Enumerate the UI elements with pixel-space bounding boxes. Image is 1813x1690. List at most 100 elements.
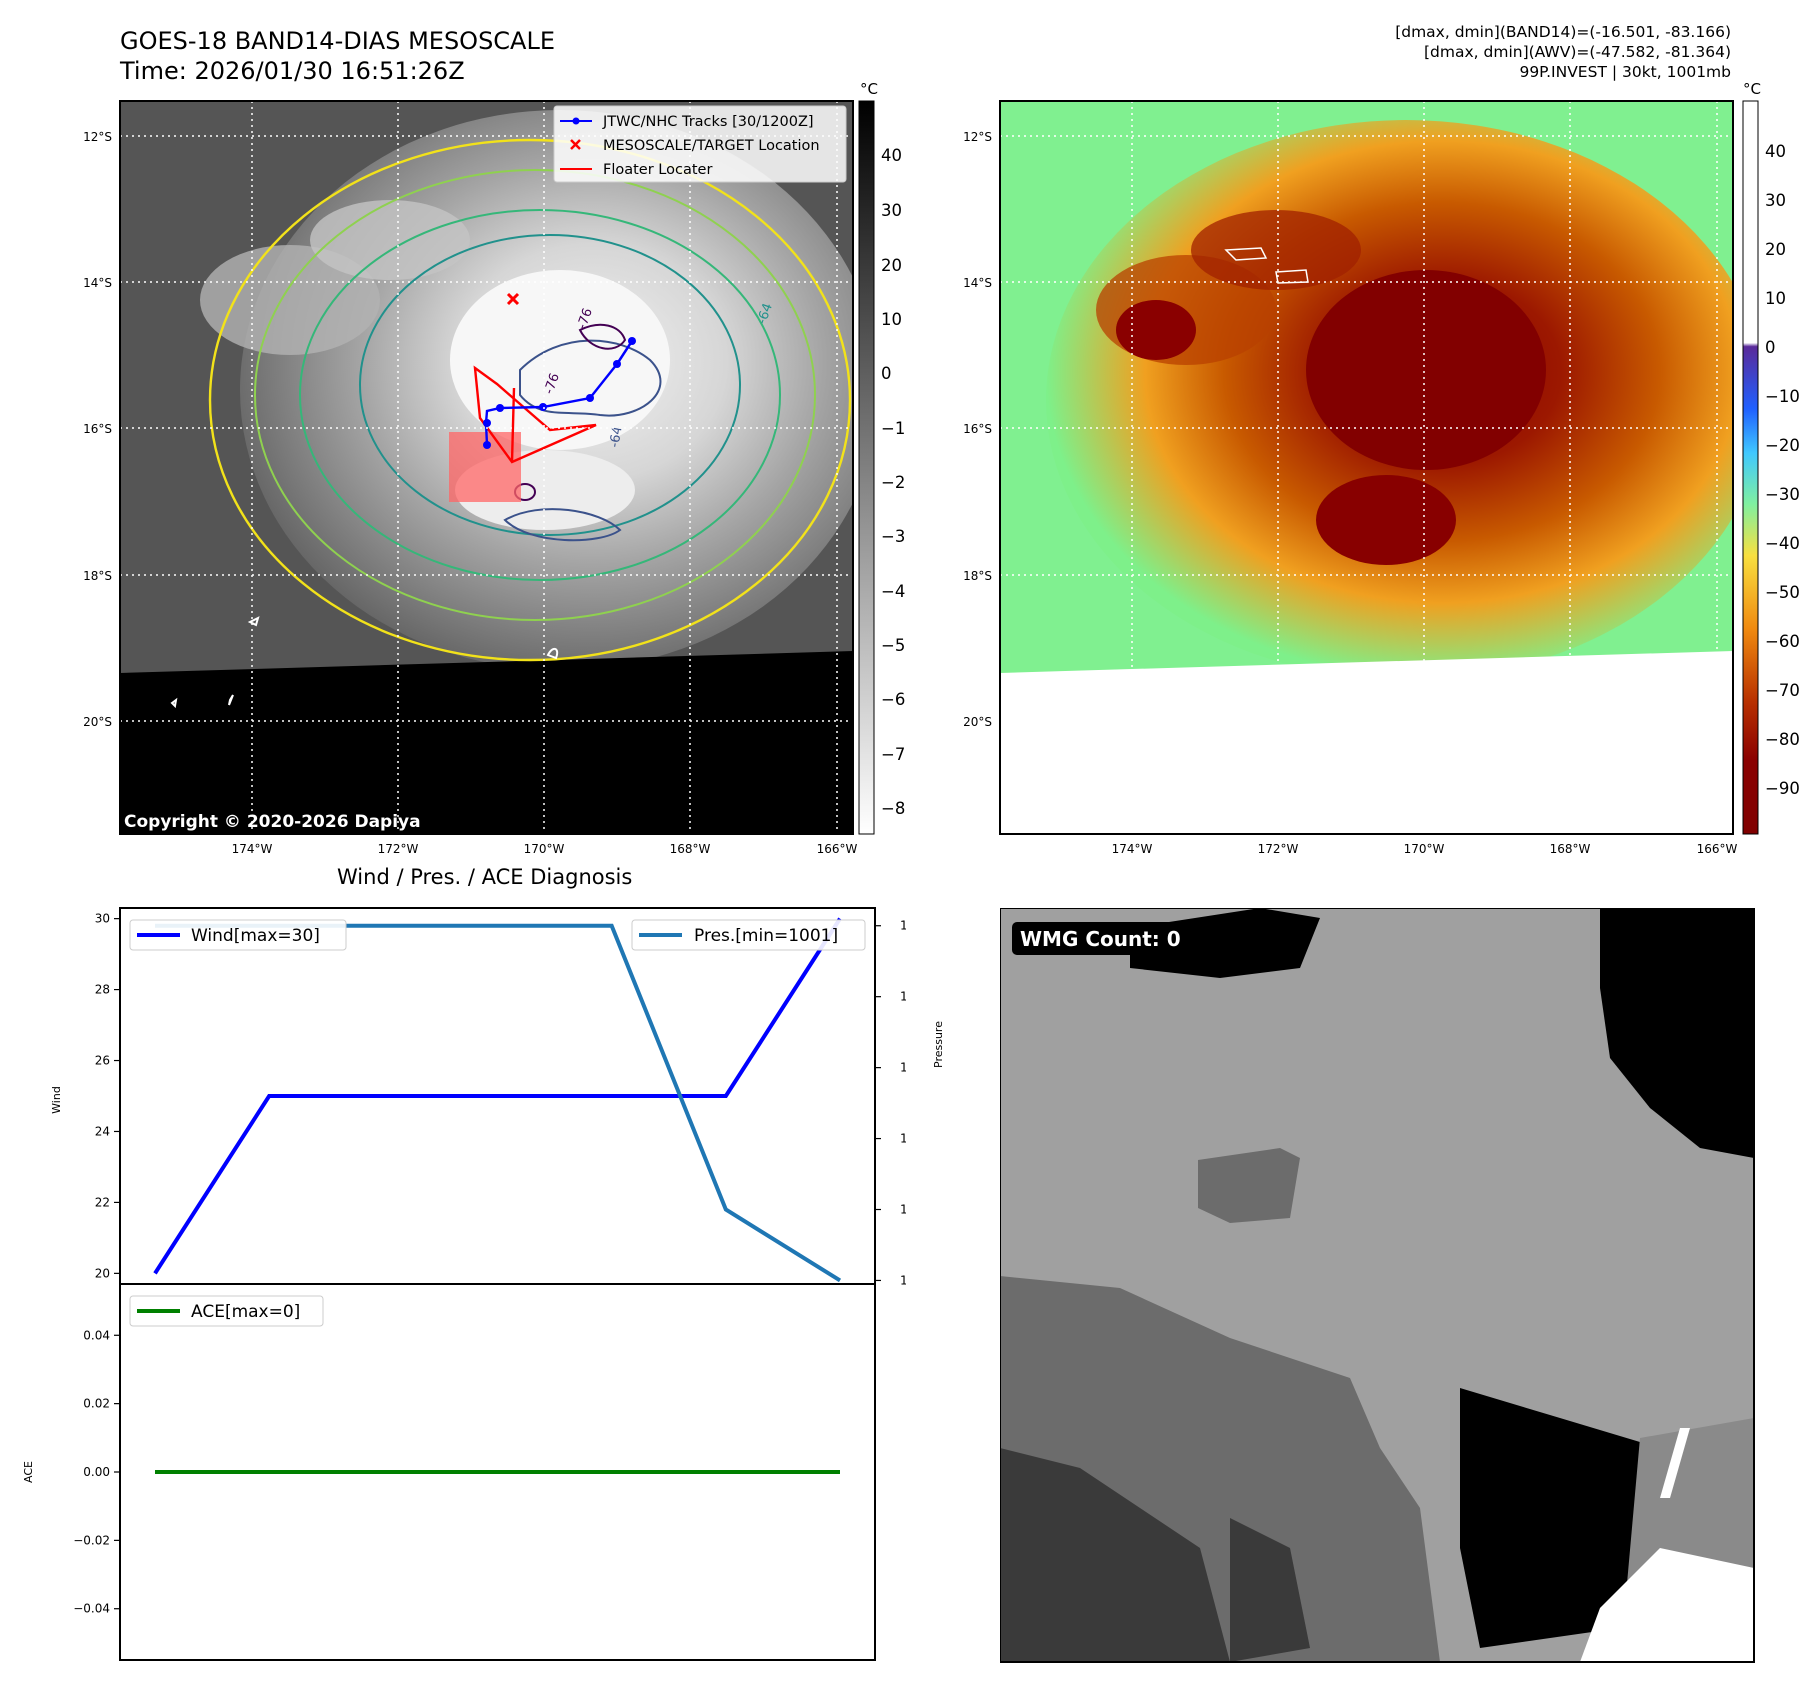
svg-text:16°S: 16°S [963,422,992,436]
title-product: GOES-18 BAND14-DIAS MESOSCALE [120,27,556,55]
svg-text:−10: −10 [1765,387,1800,406]
svg-text:0: 0 [881,364,892,383]
contour-label-2: -76 [542,371,563,396]
diagnosis-chart: 20 22 24 26 28 30 1001 1002 1003 1004 1005 1006 Wi… [22,907,906,1661]
ace-yticks: 0.04 0.02 0.00 −0.02 −0.04 [73,1328,120,1616]
wind-tick-label: 30 [95,912,110,926]
svg-text:170°W: 170°W [1404,842,1445,856]
wind-axis-label: Wind [50,1086,63,1114]
wmg-black-region-top [1600,908,1754,1158]
wind-tick-label: 26 [95,1054,110,1068]
awv-colorbar-unit: °C [1743,80,1761,98]
legend-target-icon [570,139,581,150]
awv-lon-labels: 174°W 172°W 170°W 168°W 166°W [1112,842,1738,856]
ir-lon-labels: 174°W 172°W 170°W 168°W 166°W [232,842,858,856]
wmg-count-text: WMG Count: 0 [1020,927,1181,951]
contour-label-4: -76 [575,306,596,331]
svg-text:−30: −30 [1765,485,1800,504]
ace-legend [129,1295,324,1327]
awv-no-data-region [1000,651,1733,834]
svg-text:170°W: 170°W [524,842,565,856]
svg-text:14°S: 14°S [963,276,992,290]
title-time: Time: 2026/01/30 16:51:26Z [120,57,465,85]
svg-text:40: 40 [881,146,902,165]
island-outline [1224,247,1268,261]
track-point [483,441,491,449]
pressure-tick-label: 1005 [900,990,906,1004]
pressure-axis-label: Pressure [932,1021,945,1068]
wmg-panel: WMG Count: 0 [1000,908,1755,1663]
svg-text:40: 40 [1765,142,1786,161]
copyright-text: Copyright © 2020-2026 Dapiya [124,812,421,832]
svg-text:−20: −20 [1765,436,1800,455]
svg-text:−40: −40 [1765,534,1800,553]
wind-tick-label: 24 [95,1124,110,1138]
ir-no-data-region [120,651,853,834]
ir-satellite-panel: -64 -76 -64 -76 [83,80,906,856]
svg-text:172°W: 172°W [1258,842,1299,856]
contour-green [254,169,816,621]
wmg-gray-patch [1198,1148,1300,1223]
svg-text:12°S: 12°S [83,130,112,144]
pressure-tick-label: 1006 [900,919,906,933]
svg-text:−40: −40 [881,582,906,601]
floater-locater-line [473,365,597,464]
ir-map-frame [119,100,854,835]
svg-text:−80: −80 [881,799,906,818]
ace-tick-label: 0.04 [83,1328,110,1342]
pressure-tick-label: 1003 [900,1132,906,1146]
stats-storm: 99P.INVEST | 30kt, 1001mb [1519,63,1731,81]
wind-tick-label: 20 [95,1266,110,1280]
svg-text:14°S: 14°S [83,276,112,290]
island-outline [247,616,260,627]
ace-tick-label: −0.02 [73,1533,110,1547]
wmg-frame [1000,908,1755,1663]
svg-text:−50: −50 [1765,583,1800,602]
svg-text:174°W: 174°W [232,842,273,856]
ace-legend-label: ACE[max=0] [191,1302,300,1322]
svg-text:30: 30 [881,201,902,220]
pressure-yticks: 1001 1002 1003 1004 1005 1006 [875,919,906,1287]
ace-tick-label: −0.04 [73,1602,110,1616]
contour-teal [359,234,741,536]
awv-lat-labels: 12°S 14°S 16°S 18°S 20°S [963,130,992,729]
ace-tick-label: 0.00 [83,1465,110,1479]
awv-panel: 12°S 14°S 16°S 18°S 20°S 174°W 172°W 170… [963,80,1800,856]
diagnosis-title: Wind / Pres. / ACE Diagnosis [337,865,633,889]
svg-text:174°W: 174°W [1112,842,1153,856]
svg-text:−70: −70 [1765,681,1800,700]
wind-yticks: 20 22 24 26 28 30 [95,912,120,1280]
track-point [539,403,547,411]
svg-text:−90: −90 [1765,779,1800,798]
pressure-tick-label: 1002 [900,1203,906,1217]
legend-floater-label: Floater Locater [603,162,712,178]
pressure-tick-label: 1004 [900,1061,906,1075]
stats-awv: [dmax, dmin](AWV)=(-47.582, -81.364) [1424,43,1731,61]
track-point [483,419,491,427]
figure-title: GOES-18 BAND14-DIAS MESOSCALE Time: 2026… [120,26,555,86]
pressure-legend-label: Pres.[min=1001] [694,926,838,946]
pressure-tick-label: 1001 [900,1273,906,1287]
ir-lat-labels: 12°S 14°S 16°S 18°S 20°S [83,130,112,729]
contour-label-1: -64 [607,425,625,449]
awv-gridlines [1000,101,1733,834]
wmg-count-badge [1012,922,1192,955]
ace-axis-label: ACE [22,1461,35,1483]
legend-target-label: MESOSCALE/TARGET Location [603,138,820,154]
svg-text:18°S: 18°S [83,569,112,583]
svg-text:−60: −60 [881,690,906,709]
svg-text:12°S: 12°S [963,130,992,144]
contour-label-3: -64 [755,301,776,326]
ir-colorbar-unit: °C [860,80,878,98]
awv-map-frame [999,100,1734,835]
ir-colorbar [858,100,875,835]
awv-colorbar [1742,100,1759,835]
wind-tick-label: 28 [95,983,110,997]
wmg-dark-region [1000,1448,1230,1662]
svg-text:−50: −50 [881,636,906,655]
svg-text:16°S: 16°S [83,422,112,436]
svg-text:172°W: 172°W [378,842,419,856]
svg-text:−80: −80 [1765,730,1800,749]
contour-blue [519,339,662,417]
wind-series-line [153,917,842,1275]
